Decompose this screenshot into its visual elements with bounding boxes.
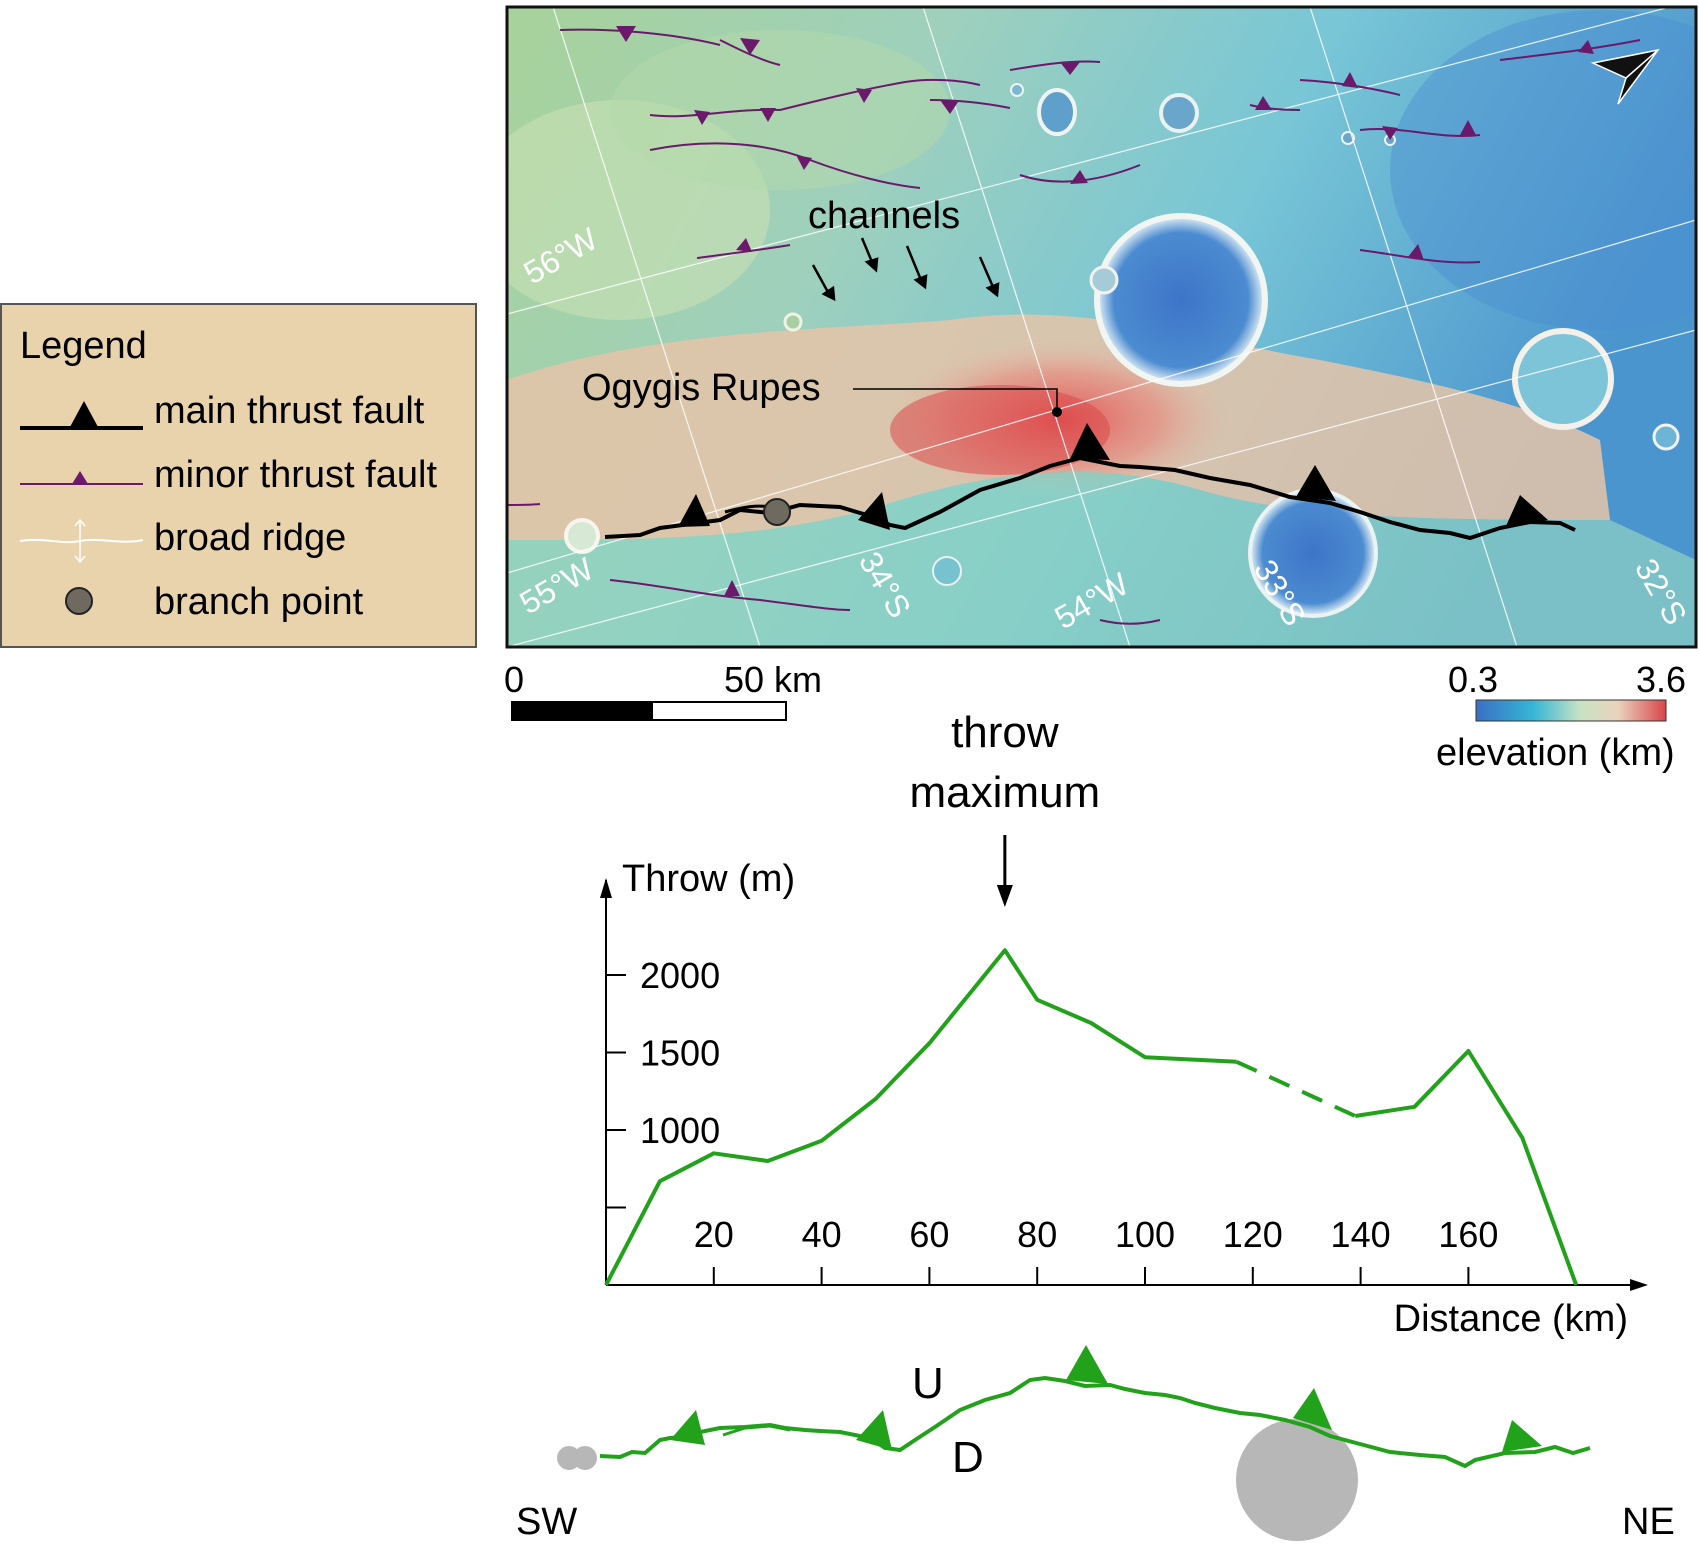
branch-point-symbol — [65, 587, 93, 615]
scale-bar-end-label: 50 km — [724, 659, 822, 700]
y-axis-arrow — [600, 878, 612, 898]
scale-bar: 0 50 km — [504, 659, 822, 721]
crater — [1010, 83, 1024, 97]
fault-name-leader — [853, 388, 1058, 412]
annotation-arrowhead — [996, 885, 1013, 907]
crater — [1037, 88, 1077, 136]
sw-label: SW — [516, 1501, 577, 1543]
x-tick-label: 60 — [909, 1214, 949, 1255]
x-axis-label: Distance (km) — [1394, 1298, 1628, 1340]
large-crater — [1094, 213, 1268, 387]
minor-thrust-fault-symbol — [20, 471, 143, 485]
crater — [1652, 423, 1680, 451]
crater — [1512, 328, 1614, 430]
x-axis-arrow — [1630, 1279, 1648, 1291]
fault-name-label: Ogygis Rupes — [582, 367, 821, 409]
branch-point — [763, 498, 791, 526]
y-tick-label: 1000 — [640, 1110, 720, 1151]
legend-item-label: branch point — [154, 581, 364, 623]
map-frame — [505, 5, 1698, 649]
elevation-max-label: 3.6 — [1636, 659, 1686, 700]
elevation-bar-title: elevation (km) — [1436, 732, 1675, 774]
legend-title: Legend — [20, 325, 147, 367]
x-tick-label: 100 — [1115, 1214, 1175, 1255]
elevation-map: channels Ogygis Rupes 56°W 55°W 54°W 34°… — [505, 5, 1698, 649]
throw-maximum-annotation: throw maximum — [910, 708, 1101, 817]
elevation-color-bar: 0.3 3.6 elevation (km) — [1436, 659, 1686, 774]
legend-item-label: minor thrust fault — [154, 454, 437, 496]
main-thrust-fault-symbol — [20, 401, 143, 430]
small-crater-icon — [557, 1446, 597, 1470]
x-tick-label: 20 — [694, 1214, 734, 1255]
minor-thrust-teeth — [616, 26, 1594, 596]
scale-bar-start-label: 0 — [504, 659, 524, 700]
x-tick-label: 160 — [1438, 1214, 1498, 1255]
crater-icon — [1236, 1419, 1358, 1541]
broad-ridge-symbol — [19, 518, 144, 564]
channel-arrows — [811, 237, 1000, 302]
crater — [564, 518, 600, 554]
crater — [783, 312, 803, 332]
x-tick-label: 40 — [802, 1214, 842, 1255]
north-arrow-icon — [1590, 48, 1660, 105]
legend-item-label: main thrust fault — [154, 390, 425, 432]
throw-chart: throw maximum Throw (m) Distance (km) 20… — [600, 708, 1648, 1340]
crater — [1159, 93, 1199, 133]
y-axis-label: Throw (m) — [622, 858, 795, 900]
crater — [1089, 265, 1119, 295]
throw-series-line — [1235, 1059, 1357, 1118]
profile-fault-trace — [599, 1375, 1591, 1469]
y-tick-label: 2000 — [640, 955, 720, 996]
upthrown-label: U — [912, 1359, 944, 1408]
crater — [932, 556, 962, 586]
legend: Legend main thrust fault minor thrust fa… — [0, 303, 477, 648]
x-tick-label: 120 — [1223, 1214, 1283, 1255]
y-tick-label: 1500 — [640, 1033, 720, 1074]
ne-label: NE — [1622, 1501, 1675, 1543]
fault-trace-profile: U D SW NE — [516, 1345, 1675, 1543]
x-tick-label: 80 — [1017, 1214, 1057, 1255]
legend-item-label: broad ridge — [154, 517, 346, 559]
channels-label: channels — [808, 195, 960, 237]
profile-thrust-teeth — [670, 1345, 1542, 1452]
elevation-min-label: 0.3 — [1448, 659, 1498, 700]
downthrown-label: D — [952, 1433, 984, 1482]
annotation-label: throw — [951, 708, 1059, 757]
throw-series-line — [604, 948, 1237, 1286]
throw-series-line — [1354, 1049, 1579, 1286]
main-thrust-teeth — [678, 423, 1548, 530]
main-thrust-fault-trace — [604, 455, 1576, 541]
x-tick-label: 140 — [1331, 1214, 1391, 1255]
annotation-label: maximum — [910, 768, 1101, 817]
